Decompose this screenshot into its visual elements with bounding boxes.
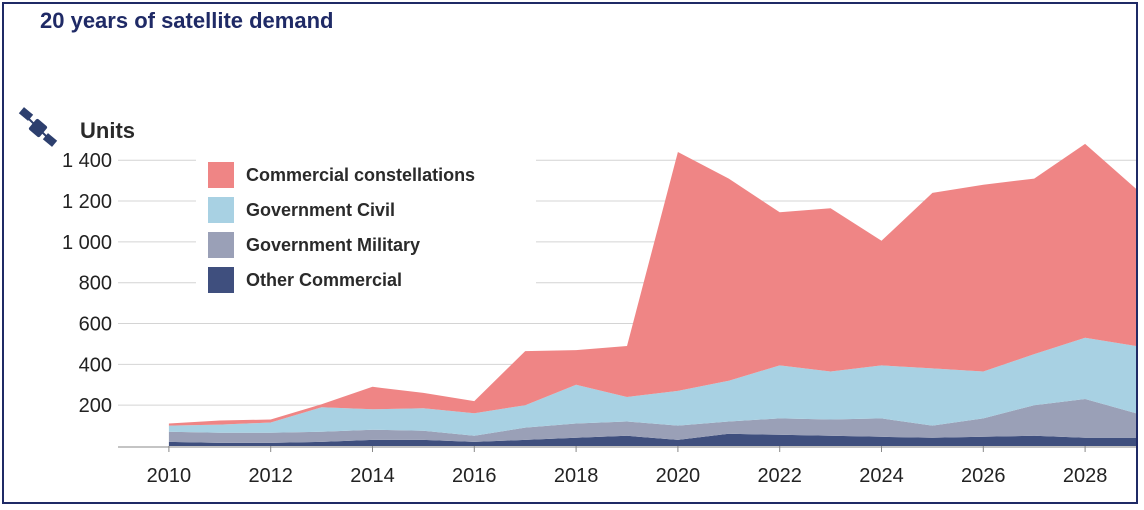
area-series <box>168 143 1136 446</box>
area-series-3 <box>168 143 1136 426</box>
legend-background <box>196 156 536 296</box>
legend-swatch <box>208 162 234 188</box>
x-tick-label: 2012 <box>248 465 293 487</box>
y-tick-label: 1 400 <box>62 150 112 172</box>
y-tick-labels: 200 400 600 800 1 000 1 200 1 400 <box>62 150 112 417</box>
y-axis-label: Units <box>80 118 135 143</box>
chart-title: 20 years of satellite demand <box>40 8 334 33</box>
y-tick-label: 200 <box>79 395 112 417</box>
area-series-0 <box>168 433 1136 446</box>
y-tick-label: 1 200 <box>62 191 112 213</box>
y-tick-label: 1 000 <box>62 232 112 254</box>
x-tick-label: 2014 <box>350 465 395 487</box>
legend-label: Other Commercial <box>246 270 402 290</box>
x-tick-label: 2022 <box>757 465 802 487</box>
area-series-1 <box>168 399 1136 443</box>
x-tick-label: 2018 <box>554 465 599 487</box>
x-tick-label: 2020 <box>656 465 701 487</box>
legend-swatch <box>208 232 234 258</box>
y-tick-label: 400 <box>79 354 112 376</box>
legend-swatch <box>208 197 234 223</box>
legend: Commercial constellations Government Civi… <box>196 156 536 296</box>
x-tick-label: 2016 <box>452 465 497 487</box>
x-tick-labels: 2010 2012 2014 2016 2018 2020 2022 2024 2026 2028 <box>147 465 1108 487</box>
legend-label: Government Military <box>246 235 420 255</box>
x-tick-label: 2010 <box>147 465 192 487</box>
x-tick-label: 2026 <box>961 465 1006 487</box>
axes <box>118 446 1136 452</box>
y-tick-label: 800 <box>79 273 112 295</box>
x-tick-label: 2024 <box>859 465 904 487</box>
area-series-2 <box>168 337 1136 436</box>
x-tick-label: 2028 <box>1063 465 1108 487</box>
satellite-icon <box>18 107 58 147</box>
y-tick-label: 600 <box>79 314 112 336</box>
legend-label: Government Civil <box>246 200 395 220</box>
legend-swatch <box>208 267 234 293</box>
legend-label: Commercial constellations <box>246 165 475 185</box>
